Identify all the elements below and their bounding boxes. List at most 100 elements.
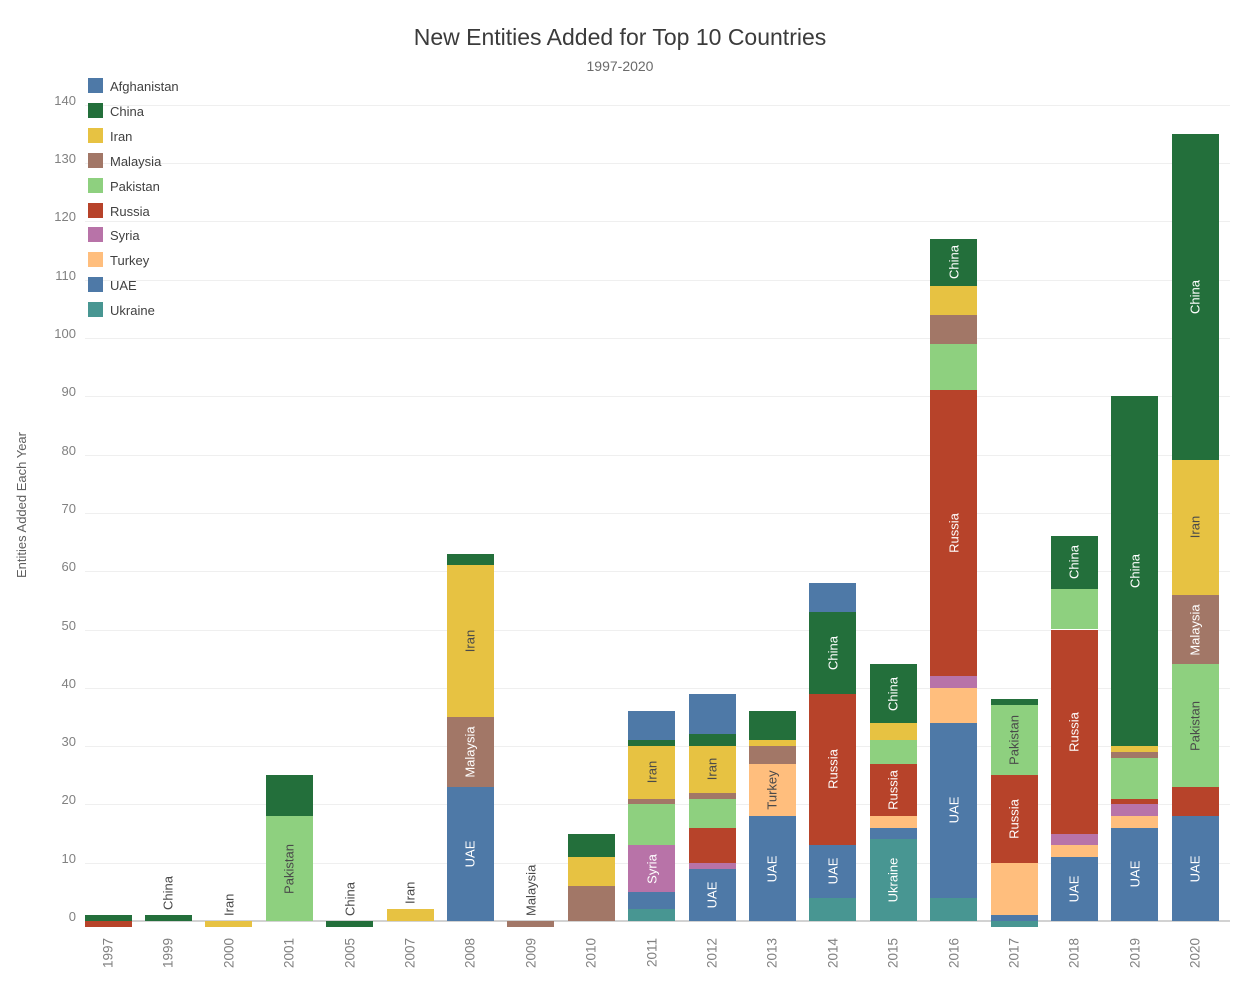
bar-segment-2016-Pakistan[interactable] bbox=[930, 343, 978, 391]
bar-segment-2017-UAE[interactable] bbox=[990, 915, 1038, 921]
bar-segment-2015-Turkey[interactable] bbox=[869, 816, 917, 828]
bar-segment-2012-Malaysia[interactable] bbox=[688, 792, 736, 799]
bar-segment-2019-Pakistan[interactable] bbox=[1111, 757, 1159, 799]
legend-item-malaysia[interactable]: Malaysia bbox=[88, 152, 208, 169]
bar-segment-2014-Russia[interactable] bbox=[809, 693, 857, 846]
bar-segment-1997-China[interactable] bbox=[84, 915, 132, 921]
legend-item-pakistan[interactable]: Pakistan bbox=[88, 177, 208, 194]
bar-segment-2016-Iran[interactable] bbox=[930, 285, 978, 315]
bar-segment-1999-China[interactable] bbox=[144, 915, 192, 921]
y-tick-label: 120 bbox=[54, 209, 76, 225]
bar-segment-2015-China[interactable] bbox=[869, 664, 917, 723]
bar-segment-2012-Pakistan[interactable] bbox=[688, 798, 736, 828]
bar-segment-2016-Russia[interactable] bbox=[930, 390, 978, 677]
bar-segment-2018-Syria[interactable] bbox=[1050, 833, 1098, 846]
bar-segment-2000-Iran[interactable] bbox=[205, 921, 253, 927]
bar-segment-2018-Pakistan[interactable] bbox=[1050, 588, 1098, 630]
bar-segment-2013-Turkey[interactable] bbox=[748, 763, 796, 817]
bar-segment-2001-Pakistan[interactable] bbox=[265, 816, 313, 921]
bar-segment-2008-Iran[interactable] bbox=[446, 565, 494, 717]
bar-segment-2009-Malaysia[interactable] bbox=[507, 921, 555, 927]
bar-segment-2020-Iran[interactable] bbox=[1171, 460, 1219, 595]
bar-segment-2015-Ukraine[interactable] bbox=[869, 839, 917, 921]
bar-segment-2016-Turkey[interactable] bbox=[930, 687, 978, 723]
bar-segment-2015-Iran[interactable] bbox=[869, 722, 917, 741]
bar-segment-2016-Ukraine[interactable] bbox=[930, 897, 978, 921]
bar-segment-2005-China[interactable] bbox=[326, 921, 374, 927]
bar-segment-2019-Malaysia[interactable] bbox=[1111, 751, 1159, 758]
bar-segment-2019-Turkey[interactable] bbox=[1111, 816, 1159, 828]
bar-segment-2017-Ukraine[interactable] bbox=[990, 921, 1038, 927]
bar-segment-2011-Syria[interactable] bbox=[628, 845, 676, 892]
legend-item-iran[interactable]: Iran bbox=[88, 127, 208, 144]
bar-segment-2013-China[interactable] bbox=[748, 711, 796, 741]
bar-segment-2011-China[interactable] bbox=[628, 740, 676, 747]
bar-segment-2015-Russia[interactable] bbox=[869, 763, 917, 817]
bar-segment-2011-Pakistan[interactable] bbox=[628, 804, 676, 846]
bar-segment-2016-Syria[interactable] bbox=[930, 676, 978, 688]
bar-segment-2011-Malaysia[interactable] bbox=[628, 798, 676, 805]
legend-swatch-icon bbox=[88, 127, 103, 143]
bar-segment-2017-China[interactable] bbox=[990, 699, 1038, 706]
bar-segment-2012-Russia[interactable] bbox=[688, 827, 736, 863]
bar-segment-2019-China[interactable] bbox=[1111, 396, 1159, 747]
legend-item-china[interactable]: China bbox=[88, 102, 208, 119]
legend-item-ukraine[interactable]: Ukraine bbox=[88, 302, 208, 318]
bar-segment-2017-Russia[interactable] bbox=[990, 775, 1038, 863]
bar-segment-2020-UAE[interactable] bbox=[1171, 816, 1219, 921]
bar-segment-2012-UAE[interactable] bbox=[688, 868, 736, 921]
bar-segment-2020-Malaysia[interactable] bbox=[1171, 594, 1219, 665]
bar-segment-2012-Afghanistan[interactable] bbox=[688, 693, 736, 735]
bar-segment-2018-Russia[interactable] bbox=[1050, 629, 1098, 834]
bar-segment-2019-UAE[interactable] bbox=[1111, 827, 1159, 921]
bar-segment-2001-China[interactable] bbox=[265, 775, 313, 817]
bar-segment-2011-Iran[interactable] bbox=[628, 746, 676, 799]
bar-segment-2016-Malaysia[interactable] bbox=[930, 314, 978, 344]
bar-segment-2018-UAE[interactable] bbox=[1050, 856, 1098, 921]
bar-segment-2013-UAE[interactable] bbox=[748, 816, 796, 921]
bar-segment-2019-Syria[interactable] bbox=[1111, 804, 1159, 817]
bar-segment-2013-Malaysia[interactable] bbox=[748, 746, 796, 764]
legend-item-syria[interactable]: Syria bbox=[88, 227, 208, 243]
bar-segment-2012-China[interactable] bbox=[688, 734, 736, 747]
bar-segment-2015-UAE[interactable] bbox=[869, 827, 917, 840]
bar-segment-2012-Syria[interactable] bbox=[688, 862, 736, 869]
legend-item-uae[interactable]: UAE bbox=[88, 277, 208, 293]
bar-segment-2014-Afghanistan[interactable] bbox=[809, 582, 857, 612]
bar-segment-2008-Malaysia[interactable] bbox=[446, 716, 494, 787]
bar-segment-2012-Iran[interactable] bbox=[688, 746, 736, 793]
bar-segment-2011-Ukraine[interactable] bbox=[628, 909, 676, 921]
bar-segment-2020-Pakistan[interactable] bbox=[1171, 664, 1219, 787]
bar-segment-2011-UAE[interactable] bbox=[628, 891, 676, 910]
bar-segment-2015-Pakistan[interactable] bbox=[869, 740, 917, 764]
bar-segment-2011-Afghanistan[interactable] bbox=[628, 711, 676, 741]
bar-segment-2020-Russia[interactable] bbox=[1171, 786, 1219, 817]
y-tick-label: 60 bbox=[61, 559, 76, 575]
legend-item-afghanistan[interactable]: Afghanistan bbox=[88, 78, 208, 94]
bar-segment-2013-Iran[interactable] bbox=[748, 740, 796, 747]
bar-segment-2007-Iran[interactable] bbox=[386, 909, 434, 921]
bar-segment-2014-China[interactable] bbox=[809, 612, 857, 694]
bar-segment-1997-Russia[interactable] bbox=[84, 921, 132, 927]
bar-segment-2016-China[interactable] bbox=[930, 238, 978, 286]
bar-segment-2008-China[interactable] bbox=[446, 553, 494, 566]
bar-segment-2017-Pakistan[interactable] bbox=[990, 705, 1038, 776]
legend-item-turkey[interactable]: Turkey bbox=[88, 252, 208, 268]
bar-segment-2008-UAE[interactable] bbox=[446, 786, 494, 921]
bar-segment-2019-Russia[interactable] bbox=[1111, 798, 1159, 805]
bar-segment-2020-China[interactable] bbox=[1171, 133, 1219, 461]
bar-label-2020-Malaysia: Malaysia bbox=[1187, 603, 1203, 656]
bar-segment-2019-Iran[interactable] bbox=[1111, 746, 1159, 752]
bar-segment-2010-Iran[interactable] bbox=[567, 856, 615, 886]
bar-segment-2018-China[interactable] bbox=[1050, 536, 1098, 589]
bar-segment-2018-Turkey[interactable] bbox=[1050, 845, 1098, 857]
legend-item-russia[interactable]: Russia bbox=[88, 202, 208, 219]
bar-segment-2010-China[interactable] bbox=[567, 833, 615, 857]
bar-segment-2014-Ukraine[interactable] bbox=[809, 897, 857, 921]
bar-segment-2010-Malaysia[interactable] bbox=[567, 886, 615, 921]
bar-segment-2016-UAE[interactable] bbox=[930, 722, 978, 898]
bar-segment-2017-Turkey[interactable] bbox=[990, 862, 1038, 916]
legend-item-label: Malaysia bbox=[110, 153, 162, 169]
bar-segment-2014-UAE[interactable] bbox=[809, 845, 857, 898]
